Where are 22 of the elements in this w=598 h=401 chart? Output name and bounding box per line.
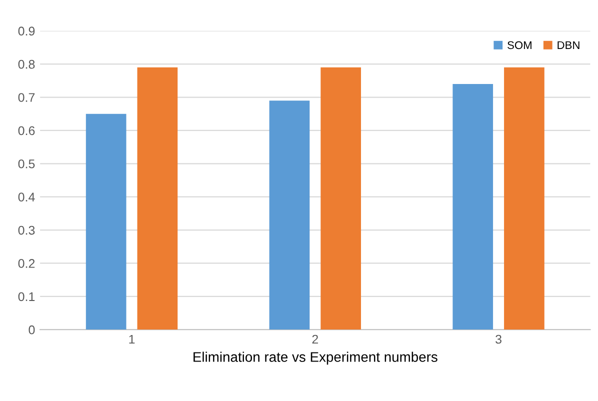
y-tick-label: 0.9 xyxy=(18,26,35,36)
y-tick-label: 0.3 xyxy=(18,226,35,235)
y-tick-label: 0.2 xyxy=(18,259,35,268)
bar xyxy=(452,84,494,330)
y-tick-label: 0 xyxy=(28,325,35,334)
y-tick-label: 0.5 xyxy=(18,159,35,168)
legend-label: SOM xyxy=(508,41,532,50)
bar xyxy=(269,100,310,330)
x-tick-label: 1 xyxy=(129,334,135,344)
bar xyxy=(137,67,178,330)
bar xyxy=(86,114,126,330)
x-axis-title: Elimination rate vs Experiment numbers xyxy=(194,352,438,365)
bar xyxy=(320,67,361,330)
x-tick-label: 3 xyxy=(496,334,502,344)
x-tick-label: 2 xyxy=(312,334,318,344)
bar xyxy=(504,67,544,330)
y-tick-label: 0.1 xyxy=(18,292,35,302)
y-tick-label: 0.7 xyxy=(18,93,35,102)
y-tick-label: 0.6 xyxy=(18,126,35,136)
y-tick-label: 0.4 xyxy=(18,192,35,202)
legend-label: DBN xyxy=(558,41,580,49)
y-tick-label: 0.8 xyxy=(18,60,35,69)
